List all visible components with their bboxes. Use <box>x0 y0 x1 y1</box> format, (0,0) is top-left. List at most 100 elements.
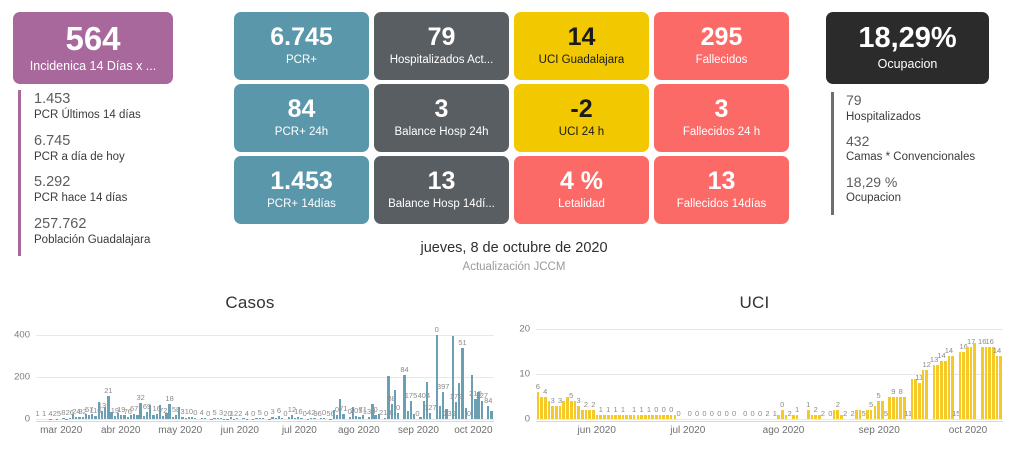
bar-slot[interactable] <box>910 325 914 419</box>
bar-slot[interactable] <box>880 325 884 419</box>
occupancy-tile[interactable]: 18,29% Ocupacion <box>826 12 989 84</box>
bar-slot[interactable] <box>190 325 194 419</box>
bar-slot[interactable] <box>810 325 814 419</box>
bar-slot[interactable] <box>540 325 544 419</box>
bar-slot[interactable] <box>268 325 271 419</box>
bar-slot[interactable] <box>216 325 220 419</box>
bar-slot[interactable] <box>895 325 899 419</box>
bar-slot[interactable] <box>936 325 940 419</box>
bar-slot[interactable] <box>351 325 355 419</box>
bar-slot[interactable] <box>413 325 416 419</box>
bar-slot[interactable] <box>91 325 94 419</box>
bar-slot[interactable] <box>562 325 566 419</box>
bar-slot[interactable] <box>129 325 133 419</box>
bar-slot[interactable] <box>921 325 925 419</box>
bar-slot[interactable] <box>236 325 239 419</box>
bar-slot[interactable] <box>78 325 81 419</box>
kpi-tile[interactable]: 13 Balance Hosp 14dí... <box>374 156 509 224</box>
bar-slot[interactable] <box>958 325 962 419</box>
bar-slot[interactable] <box>451 325 454 419</box>
bar-slot[interactable] <box>973 325 977 419</box>
bar-slot[interactable] <box>445 325 448 419</box>
bar-slot[interactable] <box>149 325 152 419</box>
bar-slot[interactable] <box>142 325 145 419</box>
bar-slot[interactable] <box>136 325 139 419</box>
bar-slot[interactable] <box>319 325 323 419</box>
bar-slot[interactable] <box>888 325 892 419</box>
bar-slot[interactable] <box>97 325 100 419</box>
bar-slot[interactable] <box>991 325 995 419</box>
bar-slot[interactable] <box>152 325 155 419</box>
bar-slot[interactable] <box>255 325 258 419</box>
kpi-tile[interactable]: 84 PCR+ 24h <box>234 84 369 152</box>
bar-slot[interactable] <box>84 325 88 419</box>
bar-slot[interactable] <box>406 325 409 419</box>
bar-slot[interactable] <box>943 325 947 419</box>
bar-slot[interactable] <box>792 325 796 419</box>
kpi-tile[interactable]: 13 Fallecidos 14días <box>654 156 789 224</box>
bar-slot[interactable] <box>903 325 907 419</box>
bar-slot[interactable] <box>840 325 844 419</box>
kpi-tile[interactable]: -2 UCI 24 h <box>514 84 649 152</box>
bar-slot[interactable] <box>425 325 429 419</box>
bar-slot[interactable] <box>438 325 442 419</box>
kpi-tile[interactable]: 4 % Letalidad <box>514 156 649 224</box>
kpi-tile[interactable]: 6.745 PCR+ <box>234 12 369 80</box>
bar-slot[interactable] <box>477 325 480 419</box>
bar-slot[interactable] <box>203 325 207 419</box>
bar-slot[interactable] <box>984 325 988 419</box>
bar-slot[interactable] <box>595 325 599 419</box>
bar-slot[interactable] <box>866 325 870 419</box>
bar-slot[interactable] <box>666 325 670 419</box>
bar-slot[interactable] <box>165 325 168 419</box>
bar-slot[interactable] <box>777 325 781 419</box>
bar-slot[interactable] <box>588 325 592 419</box>
bar-slot[interactable] <box>629 325 633 419</box>
kpi-tile[interactable]: 3 Balance Hosp 24h <box>374 84 509 152</box>
bar-slot[interactable] <box>178 325 181 419</box>
bar-slot[interactable] <box>573 325 577 419</box>
bar-slot[interactable] <box>65 325 68 419</box>
kpi-tile[interactable]: 3 Fallecidos 24 h <box>654 84 789 152</box>
bar-slot[interactable] <box>617 325 621 419</box>
bar-slot[interactable] <box>610 325 614 419</box>
bar-slot[interactable] <box>873 325 877 419</box>
bar-slot[interactable] <box>464 325 467 419</box>
bar-slot[interactable] <box>393 325 397 419</box>
bar-slot[interactable] <box>603 325 607 419</box>
kpi-tile[interactable]: 1.453 PCR+ 14días <box>234 156 369 224</box>
bar-slot[interactable] <box>914 325 918 419</box>
bar-slot[interactable] <box>625 325 629 419</box>
bar-slot[interactable] <box>171 325 174 419</box>
bar-slot[interactable] <box>123 325 126 419</box>
kpi-tile[interactable]: 295 Fallecidos <box>654 12 789 80</box>
bar-slot[interactable] <box>242 325 245 419</box>
bar-slot[interactable] <box>358 325 361 419</box>
bar-slot[interactable] <box>158 325 162 419</box>
bar-slot[interactable] <box>858 325 862 419</box>
bar-slot[interactable] <box>673 325 677 419</box>
bar-slot[interactable] <box>566 325 570 419</box>
bar-slot[interactable] <box>419 325 422 419</box>
bar-slot[interactable] <box>281 325 284 419</box>
bar-slot[interactable] <box>229 325 232 419</box>
bar-slot[interactable] <box>547 325 551 419</box>
bar-slot[interactable] <box>784 325 788 419</box>
bar-slot[interactable] <box>110 325 113 419</box>
bar-slot[interactable] <box>306 325 310 419</box>
bar-slot[interactable] <box>458 325 461 419</box>
bar-slot[interactable] <box>470 325 474 419</box>
bar-slot[interactable] <box>377 325 380 419</box>
bar-slot[interactable] <box>287 325 290 419</box>
kpi-tile[interactable]: 79 Hospitalizados Act... <box>374 12 509 80</box>
bar-slot[interactable] <box>184 325 187 419</box>
bar-slot[interactable] <box>300 325 303 419</box>
bar-slot[interactable] <box>116 325 120 419</box>
kpi-tile[interactable]: 14 UCI Guadalajara <box>514 12 649 80</box>
bar-slot[interactable] <box>293 325 297 419</box>
bar-slot[interactable] <box>261 325 265 419</box>
bar-slot[interactable] <box>387 325 390 419</box>
bar-slot[interactable] <box>313 325 316 419</box>
bar-slot[interactable] <box>210 325 213 419</box>
bar-slot[interactable] <box>371 325 374 419</box>
